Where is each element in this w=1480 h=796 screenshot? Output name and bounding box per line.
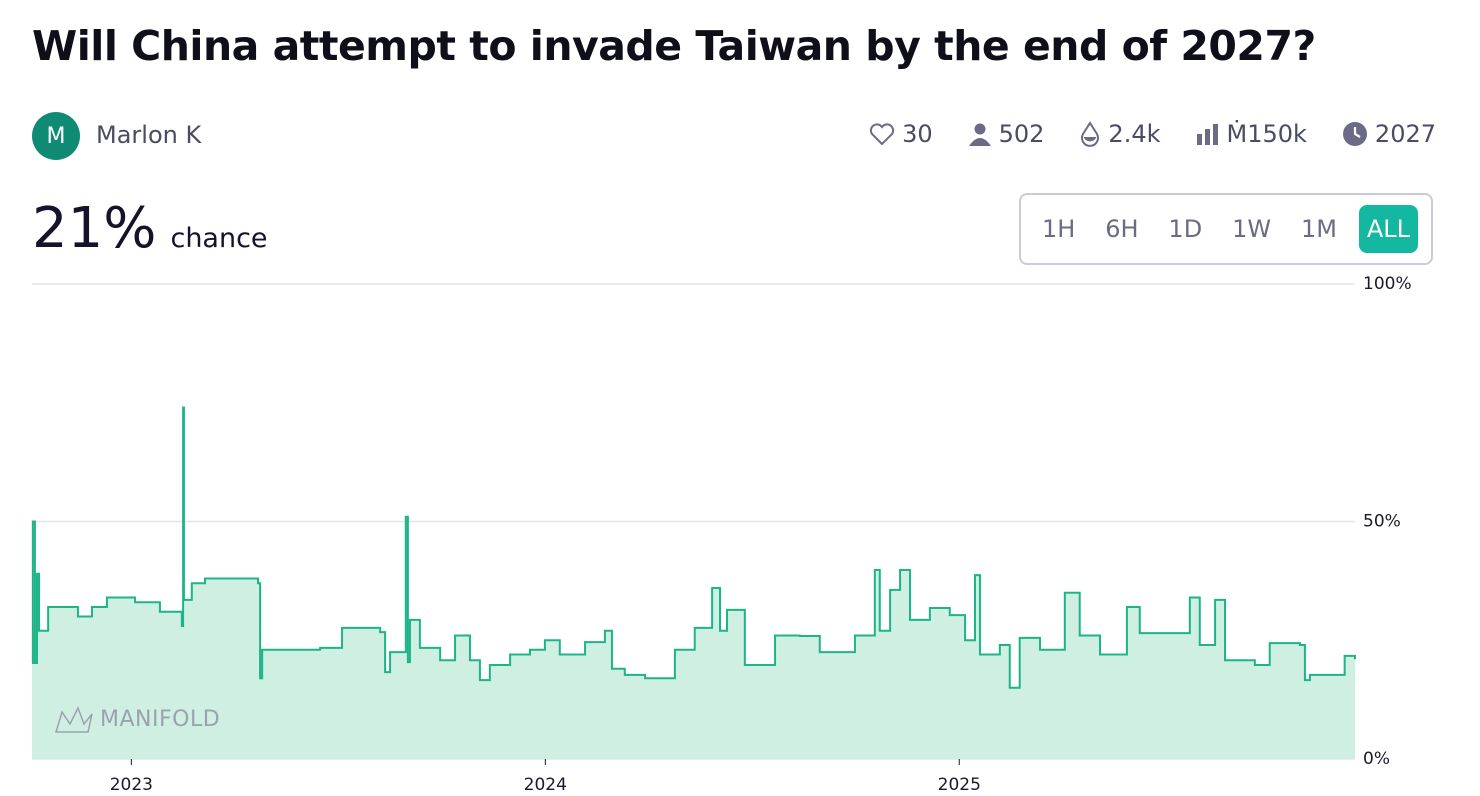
time-button[interactable]: 1H [1041,215,1076,243]
likes[interactable]: 30 [868,120,933,148]
time-button[interactable]: 6H [1105,215,1139,243]
y-tick-label: 50% [1363,512,1401,532]
x-tick-label: 2023 [110,775,153,795]
probability-label: chance [170,223,268,254]
drop-icon [1081,121,1100,147]
x-tick-label: 2024 [524,775,567,795]
watermark: MANIFOLD [100,707,220,732]
y-tick-label: 0% [1363,749,1390,769]
time-range: 1H 6H 1D 1W 1M ALL [1019,193,1433,265]
line [31,406,1356,689]
heart-icon [869,123,895,146]
stat: 502 [998,120,1045,148]
volume: Ṁ150k [1195,120,1307,148]
stat: 2027 [1374,120,1436,148]
y-tick-label: 100% [1363,274,1412,294]
traders: 502 [967,120,1045,148]
user-icon [968,123,991,146]
stat: 30 [902,120,933,148]
stat: 2.4k [1108,120,1161,148]
liquidity: 2.4k [1078,120,1161,148]
time-button[interactable]: 1M [1300,215,1337,243]
stats: 30 502 2.4k Ṁ150k 2027 [868,120,1436,148]
author[interactable]: Marlon K [96,121,202,149]
title: Will China attempt to invade Taiwan by t… [32,22,1316,70]
probability-value: 21% [32,196,157,261]
probability: 21% chance [32,196,268,261]
clock-icon [1342,122,1367,146]
time-button[interactable]: 1W [1232,215,1272,243]
watermark-logo [54,706,93,733]
stat: Ṁ150k [1226,120,1307,148]
x-tick-label: 2025 [938,775,981,795]
time-button[interactable]: ALL [1358,205,1419,253]
avatar[interactable]: M [32,112,80,160]
bars-icon [1196,124,1218,145]
area [32,407,1355,759]
close-date: 2027 [1341,120,1436,148]
time-button[interactable]: 1D [1168,215,1203,243]
